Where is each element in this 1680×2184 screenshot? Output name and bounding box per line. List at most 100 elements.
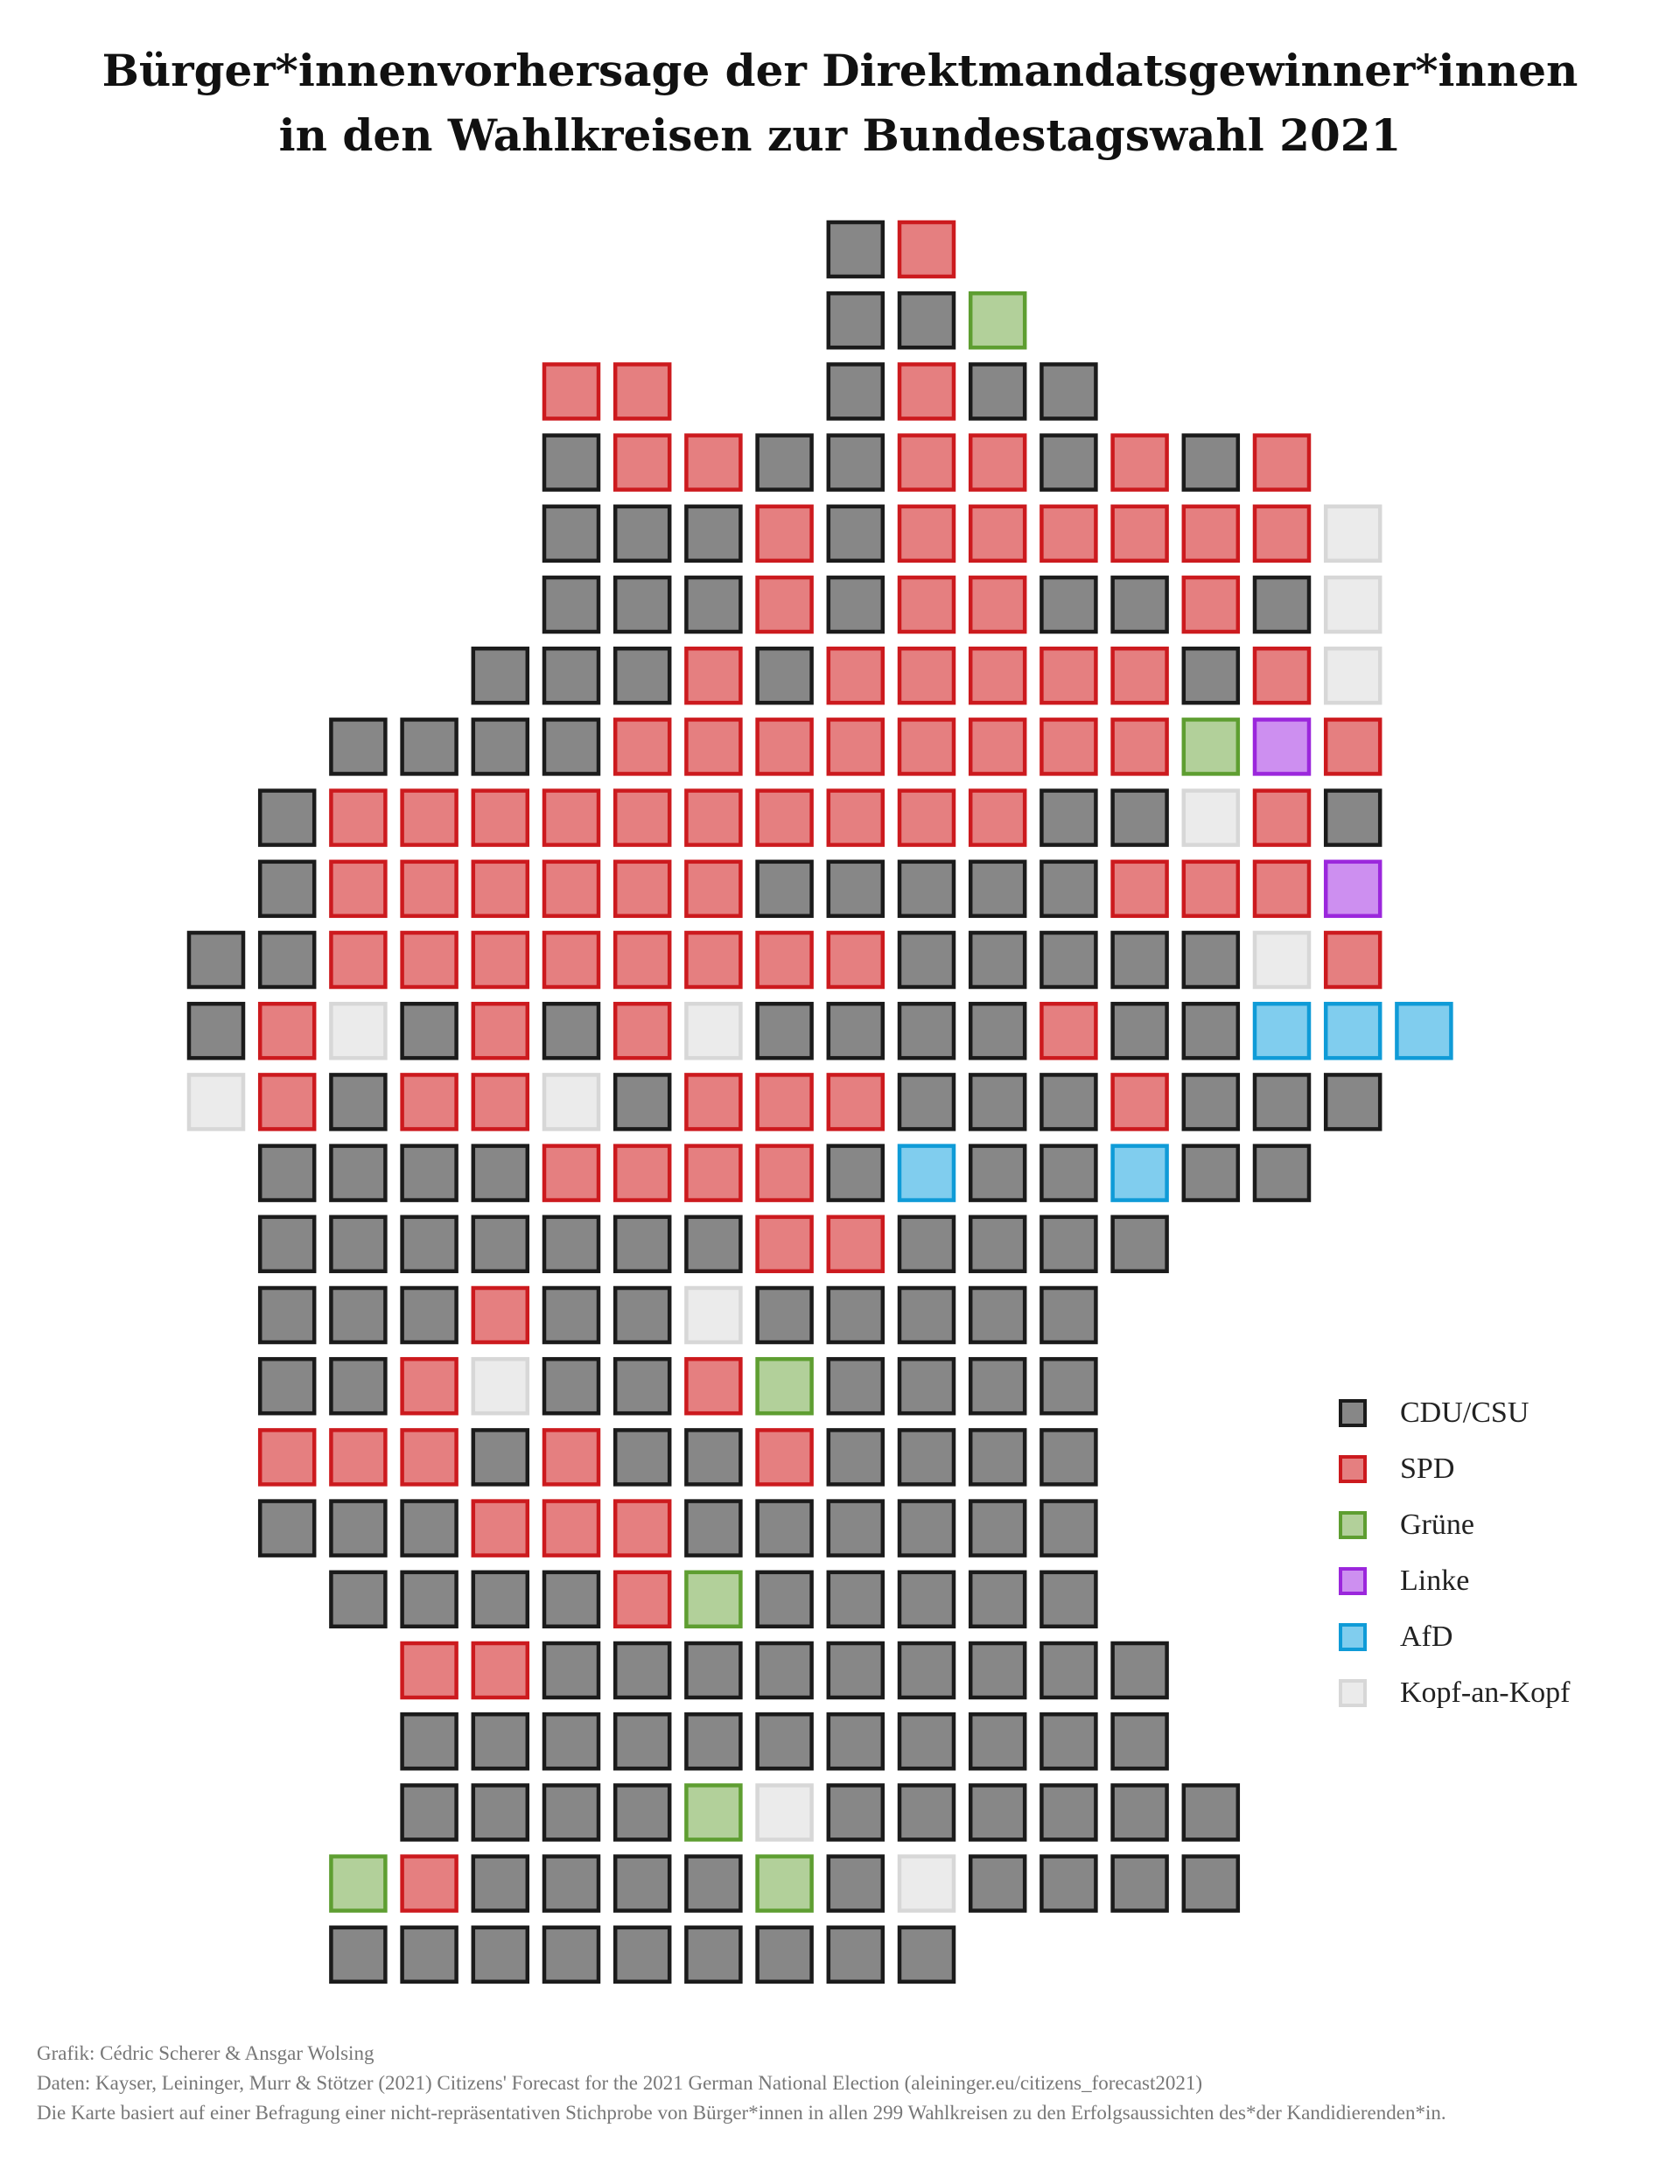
constituency-tile <box>684 718 743 776</box>
constituency-tile <box>1181 788 1241 847</box>
constituency-tile <box>1181 1144 1241 1202</box>
constituency-tile <box>1181 1073 1241 1131</box>
constituency-tile <box>612 433 672 492</box>
legend-label: CDU/CSU <box>1400 1396 1530 1429</box>
constituency-tile <box>1110 646 1169 705</box>
constituency-tile <box>471 1144 530 1202</box>
constituency-tile <box>612 1641 672 1700</box>
constituency-tile <box>400 1499 458 1558</box>
constituency-tile <box>968 1356 1027 1416</box>
constituency-tile <box>471 788 530 847</box>
constituency-tile <box>826 1641 886 1700</box>
constituency-tile <box>1110 859 1169 919</box>
constituency-tile <box>257 1499 317 1558</box>
constituency-tile <box>755 718 814 776</box>
constituency-tile <box>826 1073 886 1131</box>
constituency-tile <box>1040 1499 1098 1558</box>
constituency-tile <box>684 1499 743 1558</box>
constituency-tile <box>968 718 1027 776</box>
constituency-tile <box>897 859 956 919</box>
constituency-tile <box>968 433 1027 492</box>
constituency-tile <box>400 1073 458 1131</box>
caption-note: Die Karte basiert auf einer Befragung ei… <box>37 2102 1446 2124</box>
constituency-tile <box>1040 504 1098 564</box>
constituency-tile <box>755 575 814 634</box>
constituency-tile <box>329 1925 388 1984</box>
constituency-tile <box>968 1641 1027 1700</box>
constituency-tile <box>542 1925 601 1984</box>
constituency-tile <box>755 788 814 847</box>
constituency-tile <box>1040 1854 1098 1913</box>
constituency-tile <box>755 1285 814 1345</box>
constituency-tile <box>186 1073 246 1131</box>
constituency-tile <box>826 1499 886 1558</box>
constituency-tile <box>968 1214 1027 1274</box>
constituency-tile <box>755 1356 814 1416</box>
constituency-tile <box>1040 930 1098 990</box>
constituency-tile <box>684 1356 743 1416</box>
constituency-tile <box>1040 859 1098 919</box>
constituency-tile <box>471 1641 530 1700</box>
constituency-tile <box>1110 1641 1169 1700</box>
constituency-tile <box>968 1854 1027 1913</box>
constituency-tile <box>1040 1783 1098 1842</box>
constituency-tile <box>400 1356 458 1416</box>
constituency-tile <box>257 1073 317 1131</box>
constituency-tile <box>684 1428 743 1487</box>
constituency-tile <box>1181 859 1241 919</box>
constituency-tile <box>897 718 956 776</box>
constituency-tile <box>684 930 743 990</box>
constituency-tile <box>897 290 956 350</box>
constituency-tile <box>755 1001 814 1060</box>
constituency-tile <box>755 1144 814 1202</box>
constituency-tile <box>257 1214 317 1274</box>
constituency-tile <box>897 1285 956 1345</box>
constituency-tile <box>400 1712 458 1771</box>
constituency-tile <box>612 1356 672 1416</box>
constituency-tile <box>755 433 814 492</box>
constituency-tile <box>400 1001 458 1060</box>
constituency-tile <box>897 1641 956 1700</box>
constituency-tile <box>471 859 530 919</box>
constituency-tile <box>400 930 458 990</box>
constituency-tile <box>755 1854 814 1913</box>
constituency-tile <box>1040 362 1098 421</box>
constituency-tile <box>826 1854 886 1913</box>
constituency-tile <box>684 1144 743 1202</box>
constituency-tile <box>1040 1570 1098 1629</box>
constituency-tile <box>612 718 672 776</box>
constituency-tile <box>612 1214 672 1274</box>
constituency-tile <box>755 1783 814 1842</box>
constituency-tile <box>755 1641 814 1700</box>
title-line-2: in den Wahlkreisen zur Bundestagswahl 20… <box>278 109 1402 161</box>
constituency-tile <box>612 1499 672 1558</box>
constituency-tile <box>826 859 886 919</box>
constituency-tile <box>897 1428 956 1487</box>
constituency-tile <box>400 1570 458 1629</box>
constituency-tile <box>186 930 246 990</box>
constituency-tile <box>400 1214 458 1274</box>
constituency-tile <box>968 1783 1027 1842</box>
legend-swatch <box>1339 1511 1367 1539</box>
constituency-tile <box>400 1854 458 1913</box>
constituency-tile <box>1181 504 1241 564</box>
constituency-tile <box>897 1854 956 1913</box>
constituency-tile <box>542 362 601 421</box>
constituency-tile <box>1040 1144 1098 1202</box>
constituency-tile <box>471 930 530 990</box>
legend-label: SPD <box>1400 1452 1455 1485</box>
constituency-tile <box>1252 433 1312 492</box>
constituency-tile <box>684 433 743 492</box>
constituency-tile <box>826 433 886 492</box>
constituency-tile <box>1110 1073 1169 1131</box>
constituency-tile <box>1252 718 1312 776</box>
constituency-tile <box>329 1356 388 1416</box>
constituency-tile <box>1110 1712 1169 1771</box>
constituency-tile <box>826 1428 886 1487</box>
constituency-tile <box>897 504 956 564</box>
constituency-tile <box>612 1428 672 1487</box>
constituency-tile <box>612 1712 672 1771</box>
constituency-tile <box>612 1783 672 1842</box>
constituency-tile <box>684 575 743 634</box>
